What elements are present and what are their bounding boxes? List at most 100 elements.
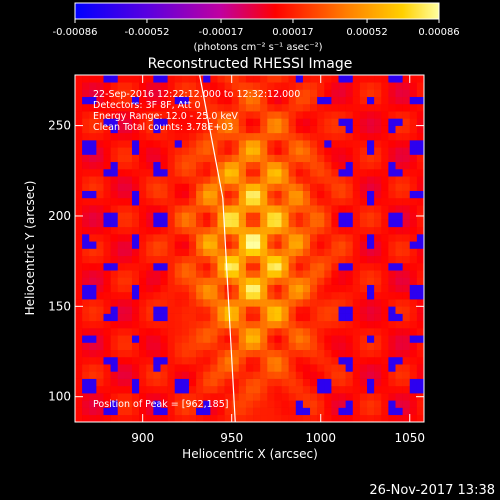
heatmap-cell <box>210 96 218 105</box>
heatmap-cell <box>352 176 361 184</box>
heatmap-cell <box>374 262 382 271</box>
heatmap-cell <box>167 248 176 257</box>
heatmap-cell <box>416 140 424 148</box>
heatmap-cell <box>395 284 403 293</box>
heatmap-cell <box>302 183 311 191</box>
heatmap-cell <box>82 75 90 83</box>
heatmap-cell <box>302 125 311 134</box>
heatmap-cell <box>310 96 318 105</box>
heatmap-cell <box>317 96 325 105</box>
heatmap-cell <box>188 82 197 90</box>
heatmap-cell <box>110 241 119 249</box>
heatmap-cell <box>196 407 204 416</box>
heatmap-cell <box>281 96 289 105</box>
heatmap-cell <box>402 183 411 191</box>
heatmap-cell <box>253 342 261 351</box>
heatmap-cell <box>82 154 90 163</box>
heatmap-cell <box>96 342 104 351</box>
heatmap-cell <box>338 197 346 206</box>
heatmap-cell <box>317 118 325 126</box>
heatmap-cell <box>388 400 396 408</box>
annotation-method: Clean Total counts: 3.78E+03 <box>93 122 233 133</box>
heatmap-cell <box>388 89 396 97</box>
heatmap-cell <box>416 407 424 416</box>
heatmap-cell <box>224 356 232 365</box>
heatmap-cell <box>89 89 97 97</box>
heatmap-cell <box>231 248 240 257</box>
heatmap-cell <box>359 140 368 148</box>
heatmap-cell <box>210 248 218 257</box>
heatmap-cell <box>210 190 218 199</box>
heatmap-cell <box>267 147 275 155</box>
heatmap-cell <box>338 147 346 155</box>
heatmap-cell <box>160 176 168 184</box>
heatmap-cell <box>388 183 396 191</box>
heatmap-cell <box>352 291 361 300</box>
heatmap-cell <box>367 349 375 358</box>
heatmap-cell <box>103 385 111 394</box>
heatmap-cell <box>402 154 411 163</box>
heatmap-cell <box>324 183 332 191</box>
heatmap-cell <box>160 364 168 372</box>
heatmap-cell <box>352 118 361 126</box>
heatmap-cell <box>131 190 140 199</box>
heatmap-cell <box>281 75 289 83</box>
heatmap-cell <box>388 356 396 365</box>
heatmap-cell <box>367 378 375 387</box>
heatmap-cell <box>231 335 240 343</box>
heatmap-cell <box>224 342 232 351</box>
heatmap-cell <box>324 270 332 278</box>
heatmap-cell <box>146 335 154 343</box>
heatmap-cell <box>317 183 325 191</box>
heatmap-cell <box>153 335 161 343</box>
heatmap-cell <box>146 197 154 206</box>
y-tick-label: 100 <box>48 390 71 404</box>
heatmap-cell <box>217 103 225 112</box>
heatmap-cell <box>388 154 396 163</box>
heatmap-cell <box>345 270 354 278</box>
heatmap-cell <box>260 96 268 105</box>
heatmap-cell <box>295 140 304 148</box>
heatmap-cell <box>181 161 190 170</box>
heatmap-cell <box>146 385 154 394</box>
heatmap-cell <box>210 75 218 83</box>
heatmap-cell <box>324 385 332 394</box>
heatmap-cell <box>409 400 418 408</box>
heatmap-cell <box>359 349 368 358</box>
heatmap-cell <box>139 161 147 170</box>
heatmap-cell <box>317 342 325 351</box>
heatmap-cell <box>345 183 354 191</box>
heatmap-cell <box>167 277 176 285</box>
colorbar-tick-label: -0.00017 <box>199 27 244 38</box>
heatmap-cell <box>352 234 361 242</box>
heatmap-cell <box>395 407 403 416</box>
heatmap-cell <box>359 400 368 408</box>
heatmap-cell <box>153 262 161 271</box>
heatmap-cell <box>131 147 140 155</box>
heatmap-cell <box>317 407 325 416</box>
heatmap-cell <box>416 299 424 307</box>
heatmap-cell <box>288 161 297 170</box>
heatmap-cell <box>338 342 346 351</box>
heatmap-cell <box>167 393 176 401</box>
x-tick-label: 1000 <box>305 431 336 445</box>
heatmap-cell <box>89 234 97 242</box>
heatmap-cell <box>153 364 161 372</box>
heatmap-cell <box>367 75 375 83</box>
heatmap-cell <box>402 103 411 112</box>
heatmap-cell <box>153 103 161 112</box>
heatmap-cell <box>317 270 325 278</box>
heatmap-cell <box>124 328 133 336</box>
heatmap-cell <box>267 299 275 307</box>
heatmap-cell <box>210 219 218 228</box>
heatmap-cell <box>324 111 332 119</box>
chart-title: Reconstructed RHESSI Image <box>148 56 353 72</box>
heatmap-cell <box>181 400 190 408</box>
heatmap-cell <box>124 140 133 148</box>
heatmap-cell <box>146 291 154 300</box>
heatmap-cell <box>288 205 297 213</box>
heatmap-cell <box>338 241 346 249</box>
heatmap-cell <box>317 284 325 293</box>
heatmap-cell <box>245 342 254 351</box>
